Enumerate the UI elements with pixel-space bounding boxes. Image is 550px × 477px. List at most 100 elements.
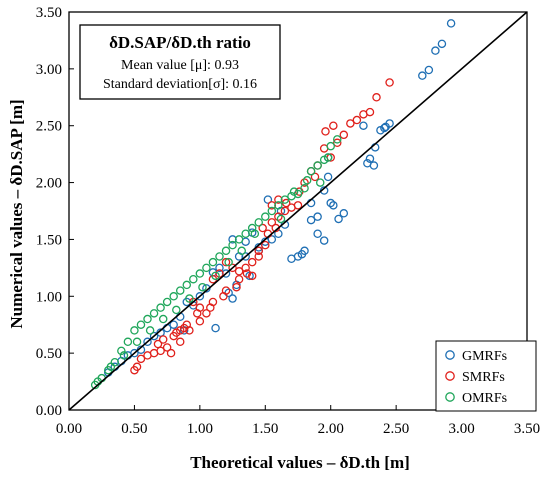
data-point-gmrfs	[326, 198, 335, 208]
data-point-smrfs	[329, 121, 338, 130]
data-point-smrfs	[241, 263, 250, 273]
data-point-smrfs	[175, 337, 185, 347]
data-point-omrfs	[261, 212, 270, 221]
series-omrfs	[90, 135, 342, 390]
data-point-omrfs	[162, 297, 172, 307]
data-point-smrfs	[185, 326, 194, 335]
data-point-gmrfs	[241, 252, 250, 261]
data-point-omrfs	[326, 141, 335, 151]
data-point-gmrfs	[143, 337, 152, 347]
data-point-gmrfs	[215, 263, 224, 273]
data-point-gmrfs	[313, 229, 322, 238]
data-point-gmrfs	[431, 46, 440, 55]
x-tick-label: 3.50	[514, 421, 540, 437]
x-tick-label: 2.50	[383, 421, 409, 437]
data-point-omrfs	[145, 326, 155, 335]
data-point-smrfs	[234, 274, 244, 284]
data-point-smrfs	[228, 263, 237, 273]
data-point-smrfs	[153, 339, 163, 349]
data-point-omrfs	[211, 271, 220, 281]
data-point-smrfs	[192, 309, 202, 318]
data-point-gmrfs	[319, 236, 329, 245]
legend-marker-omrfs	[445, 392, 455, 402]
data-point-smrfs	[280, 206, 290, 216]
data-point-smrfs	[242, 269, 252, 278]
data-point-gmrfs	[221, 269, 231, 278]
data-point-gmrfs	[323, 172, 333, 182]
legend-label-omrfs: OMRFs	[462, 391, 507, 406]
annotation-std: Standard deviation[σ]: 0.16	[103, 77, 257, 92]
data-point-smrfs	[274, 212, 283, 221]
data-point-omrfs	[333, 135, 342, 144]
annotation-mean: Mean value [μ]: 0.93	[121, 58, 239, 73]
data-point-omrfs	[208, 257, 218, 267]
x-tick-label: 0.00	[56, 421, 82, 437]
data-point-smrfs	[254, 252, 263, 261]
x-tick-label: 1.00	[187, 421, 213, 437]
x-tick-labels: 0.00 0.50 1.00 1.50 2.00 2.50 3.00 3.50	[56, 421, 540, 437]
legend-marker-smrfs	[445, 371, 455, 381]
plot-area-frame	[68, 11, 528, 411]
data-point-gmrfs	[195, 292, 205, 301]
data-point-gmrfs	[369, 161, 379, 170]
legend-label-smrfs: SMRFs	[462, 370, 505, 385]
data-point-smrfs	[254, 246, 263, 256]
data-point-omrfs	[234, 235, 244, 244]
legend-marker-gmrfs	[445, 350, 455, 360]
data-point-omrfs	[302, 176, 312, 185]
data-point-omrfs	[149, 309, 159, 318]
data-point-omrfs	[313, 161, 322, 170]
data-point-omrfs	[195, 269, 205, 278]
data-point-omrfs	[300, 184, 309, 193]
data-point-smrfs	[195, 317, 205, 326]
data-point-gmrfs	[365, 154, 375, 163]
data-point-smrfs	[202, 309, 211, 318]
y-tick-label: 0.00	[36, 403, 62, 419]
data-point-omrfs	[172, 305, 181, 315]
data-point-smrfs	[179, 323, 189, 333]
data-point-gmrfs	[339, 209, 349, 218]
data-point-smrfs	[359, 110, 368, 119]
data-point-gmrfs	[287, 254, 296, 264]
data-point-gmrfs	[313, 212, 322, 221]
data-point-gmrfs	[418, 71, 427, 80]
y-tick-label: 0.50	[36, 346, 62, 362]
data-point-omrfs	[130, 326, 139, 335]
data-point-gmrfs	[359, 121, 368, 130]
x-tick-label: 2.00	[318, 421, 344, 437]
data-point-gmrfs	[245, 271, 254, 281]
data-point-gmrfs	[169, 320, 178, 329]
data-point-gmrfs	[334, 214, 343, 224]
data-point-smrfs	[267, 201, 277, 210]
data-point-omrfs	[267, 206, 277, 216]
data-point-omrfs	[132, 337, 142, 347]
data-point-gmrfs	[228, 235, 237, 244]
data-point-smrfs	[162, 343, 172, 352]
data-point-omrfs	[254, 218, 263, 227]
data-point-omrfs	[280, 195, 290, 204]
data-point-omrfs	[175, 286, 185, 295]
reference-line-y-equals-x	[68, 11, 528, 411]
data-point-smrfs	[247, 257, 257, 267]
data-point-smrfs	[166, 348, 176, 358]
data-point-smrfs	[130, 365, 139, 375]
data-point-smrfs	[339, 130, 349, 140]
data-point-smrfs	[261, 240, 270, 250]
data-point-omrfs	[250, 229, 260, 238]
data-point-gmrfs	[149, 331, 159, 341]
data-point-omrfs	[185, 294, 194, 303]
data-point-omrfs	[215, 252, 224, 261]
data-point-smrfs	[274, 195, 283, 204]
data-point-omrfs	[221, 246, 231, 256]
data-point-gmrfs	[329, 201, 338, 210]
data-point-smrfs	[287, 203, 296, 212]
y-tick-label: 1.50	[36, 232, 62, 248]
data-point-omrfs	[198, 282, 207, 292]
data-point-smrfs	[206, 303, 215, 312]
annotation-box-frame	[79, 24, 281, 100]
data-point-smrfs	[321, 127, 330, 136]
data-point-omrfs	[119, 351, 129, 360]
data-point-omrfs	[228, 240, 237, 250]
data-point-gmrfs	[263, 195, 273, 204]
data-point-smrfs	[385, 78, 394, 87]
